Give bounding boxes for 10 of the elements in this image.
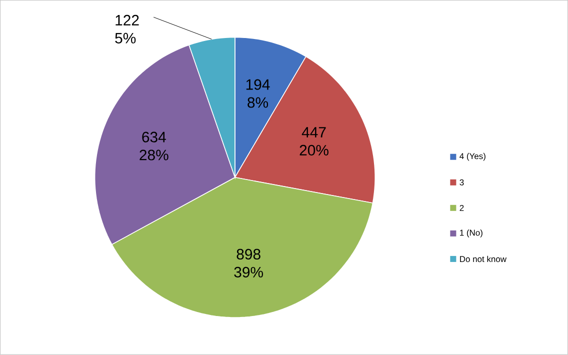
legend-label: 3 (460, 180, 464, 186)
legend-label: 4 (Yes) (460, 153, 486, 161)
data-label: 447 20% (300, 127, 328, 156)
legend-label: 1 (No) (460, 230, 482, 238)
data-label: 122 5% (115, 15, 139, 44)
data-label: 898 39% (234, 249, 264, 278)
data-label: 634 28% (140, 132, 168, 160)
legend-label: Do not know (460, 256, 507, 262)
data-label: 194 8% (246, 79, 270, 108)
legend-label: 2 (460, 205, 464, 211)
